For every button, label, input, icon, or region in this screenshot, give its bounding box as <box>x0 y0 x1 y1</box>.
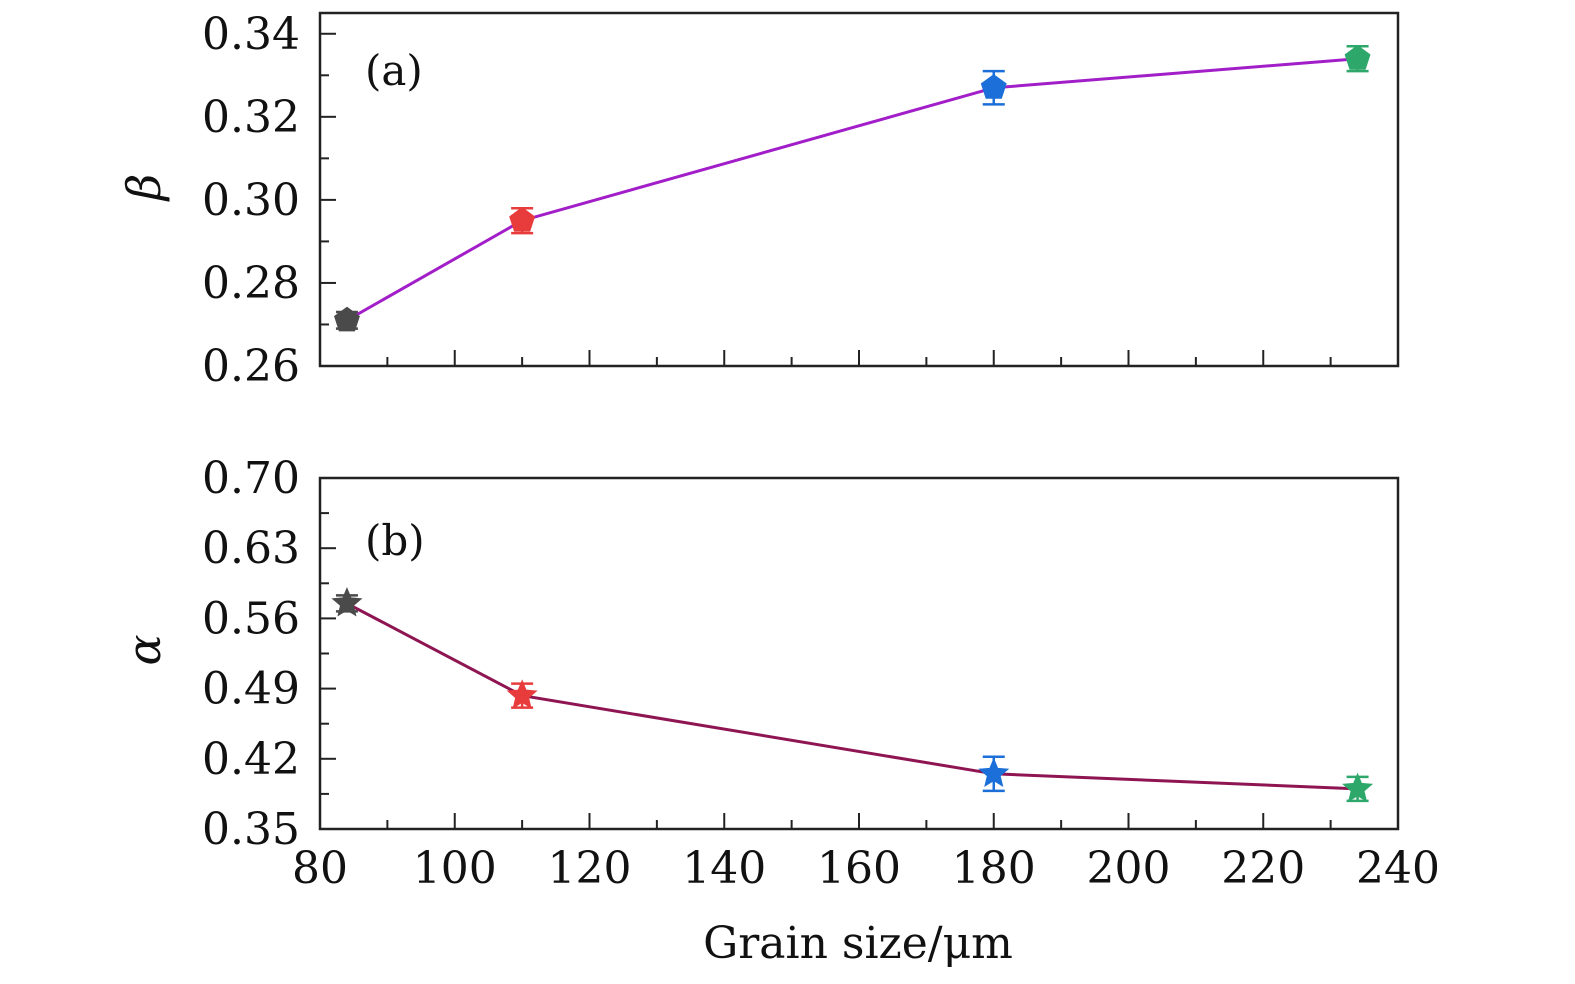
y-tick-label: 0.63 <box>202 523 300 574</box>
x-axis-title: Grain size/μm <box>703 918 1013 969</box>
data-point <box>980 74 1007 99</box>
y-tick-label: 0.34 <box>202 9 300 60</box>
y-tick-label: 0.49 <box>202 664 300 715</box>
data-point <box>334 306 360 332</box>
data-point <box>331 587 363 617</box>
data-point <box>1342 772 1374 803</box>
data-point <box>978 757 1010 788</box>
panel-b-alpha: 80 100 120 140 160 180 200 220 240 0.35 0.42 0.49 0.… <box>117 453 1440 894</box>
series-line <box>346 602 1358 791</box>
data-point <box>509 207 536 232</box>
panel-a-beta: 0.26 0.28 0.30 0.32 0.34 β (a) <box>117 9 1400 392</box>
y-tick-label: 0.28 <box>202 258 300 309</box>
x-tick-label: 160 <box>817 843 901 894</box>
x-tick-label: 140 <box>682 843 766 894</box>
y-axis-title: β <box>117 174 171 203</box>
y-tick-label: 0.30 <box>202 175 300 226</box>
x-tick-label: 200 <box>1087 843 1171 894</box>
x-tick-label: 80 <box>292 843 348 894</box>
plot-frame <box>318 11 1400 368</box>
y-axis-title: α <box>117 634 171 665</box>
x-tick-label: 180 <box>952 843 1036 894</box>
panel-label: (b) <box>365 516 425 565</box>
y-tick-label: 0.35 <box>202 804 300 855</box>
plot-frame <box>318 476 1400 831</box>
x-tick-label: 220 <box>1221 843 1305 894</box>
data-point <box>506 679 538 709</box>
y-tick-label: 0.42 <box>202 734 300 785</box>
y-tick-label: 0.56 <box>202 593 300 644</box>
panel-label: (a) <box>365 46 423 95</box>
series-line <box>346 57 1358 322</box>
x-tick-label: 100 <box>413 843 497 894</box>
x-tick-label: 240 <box>1356 843 1440 894</box>
y-tick-label: 0.32 <box>202 92 300 143</box>
data-point <box>1344 45 1371 70</box>
y-tick-label: 0.26 <box>202 341 300 392</box>
y-tick-label: 0.70 <box>202 453 300 504</box>
x-tick-label: 120 <box>548 843 632 894</box>
